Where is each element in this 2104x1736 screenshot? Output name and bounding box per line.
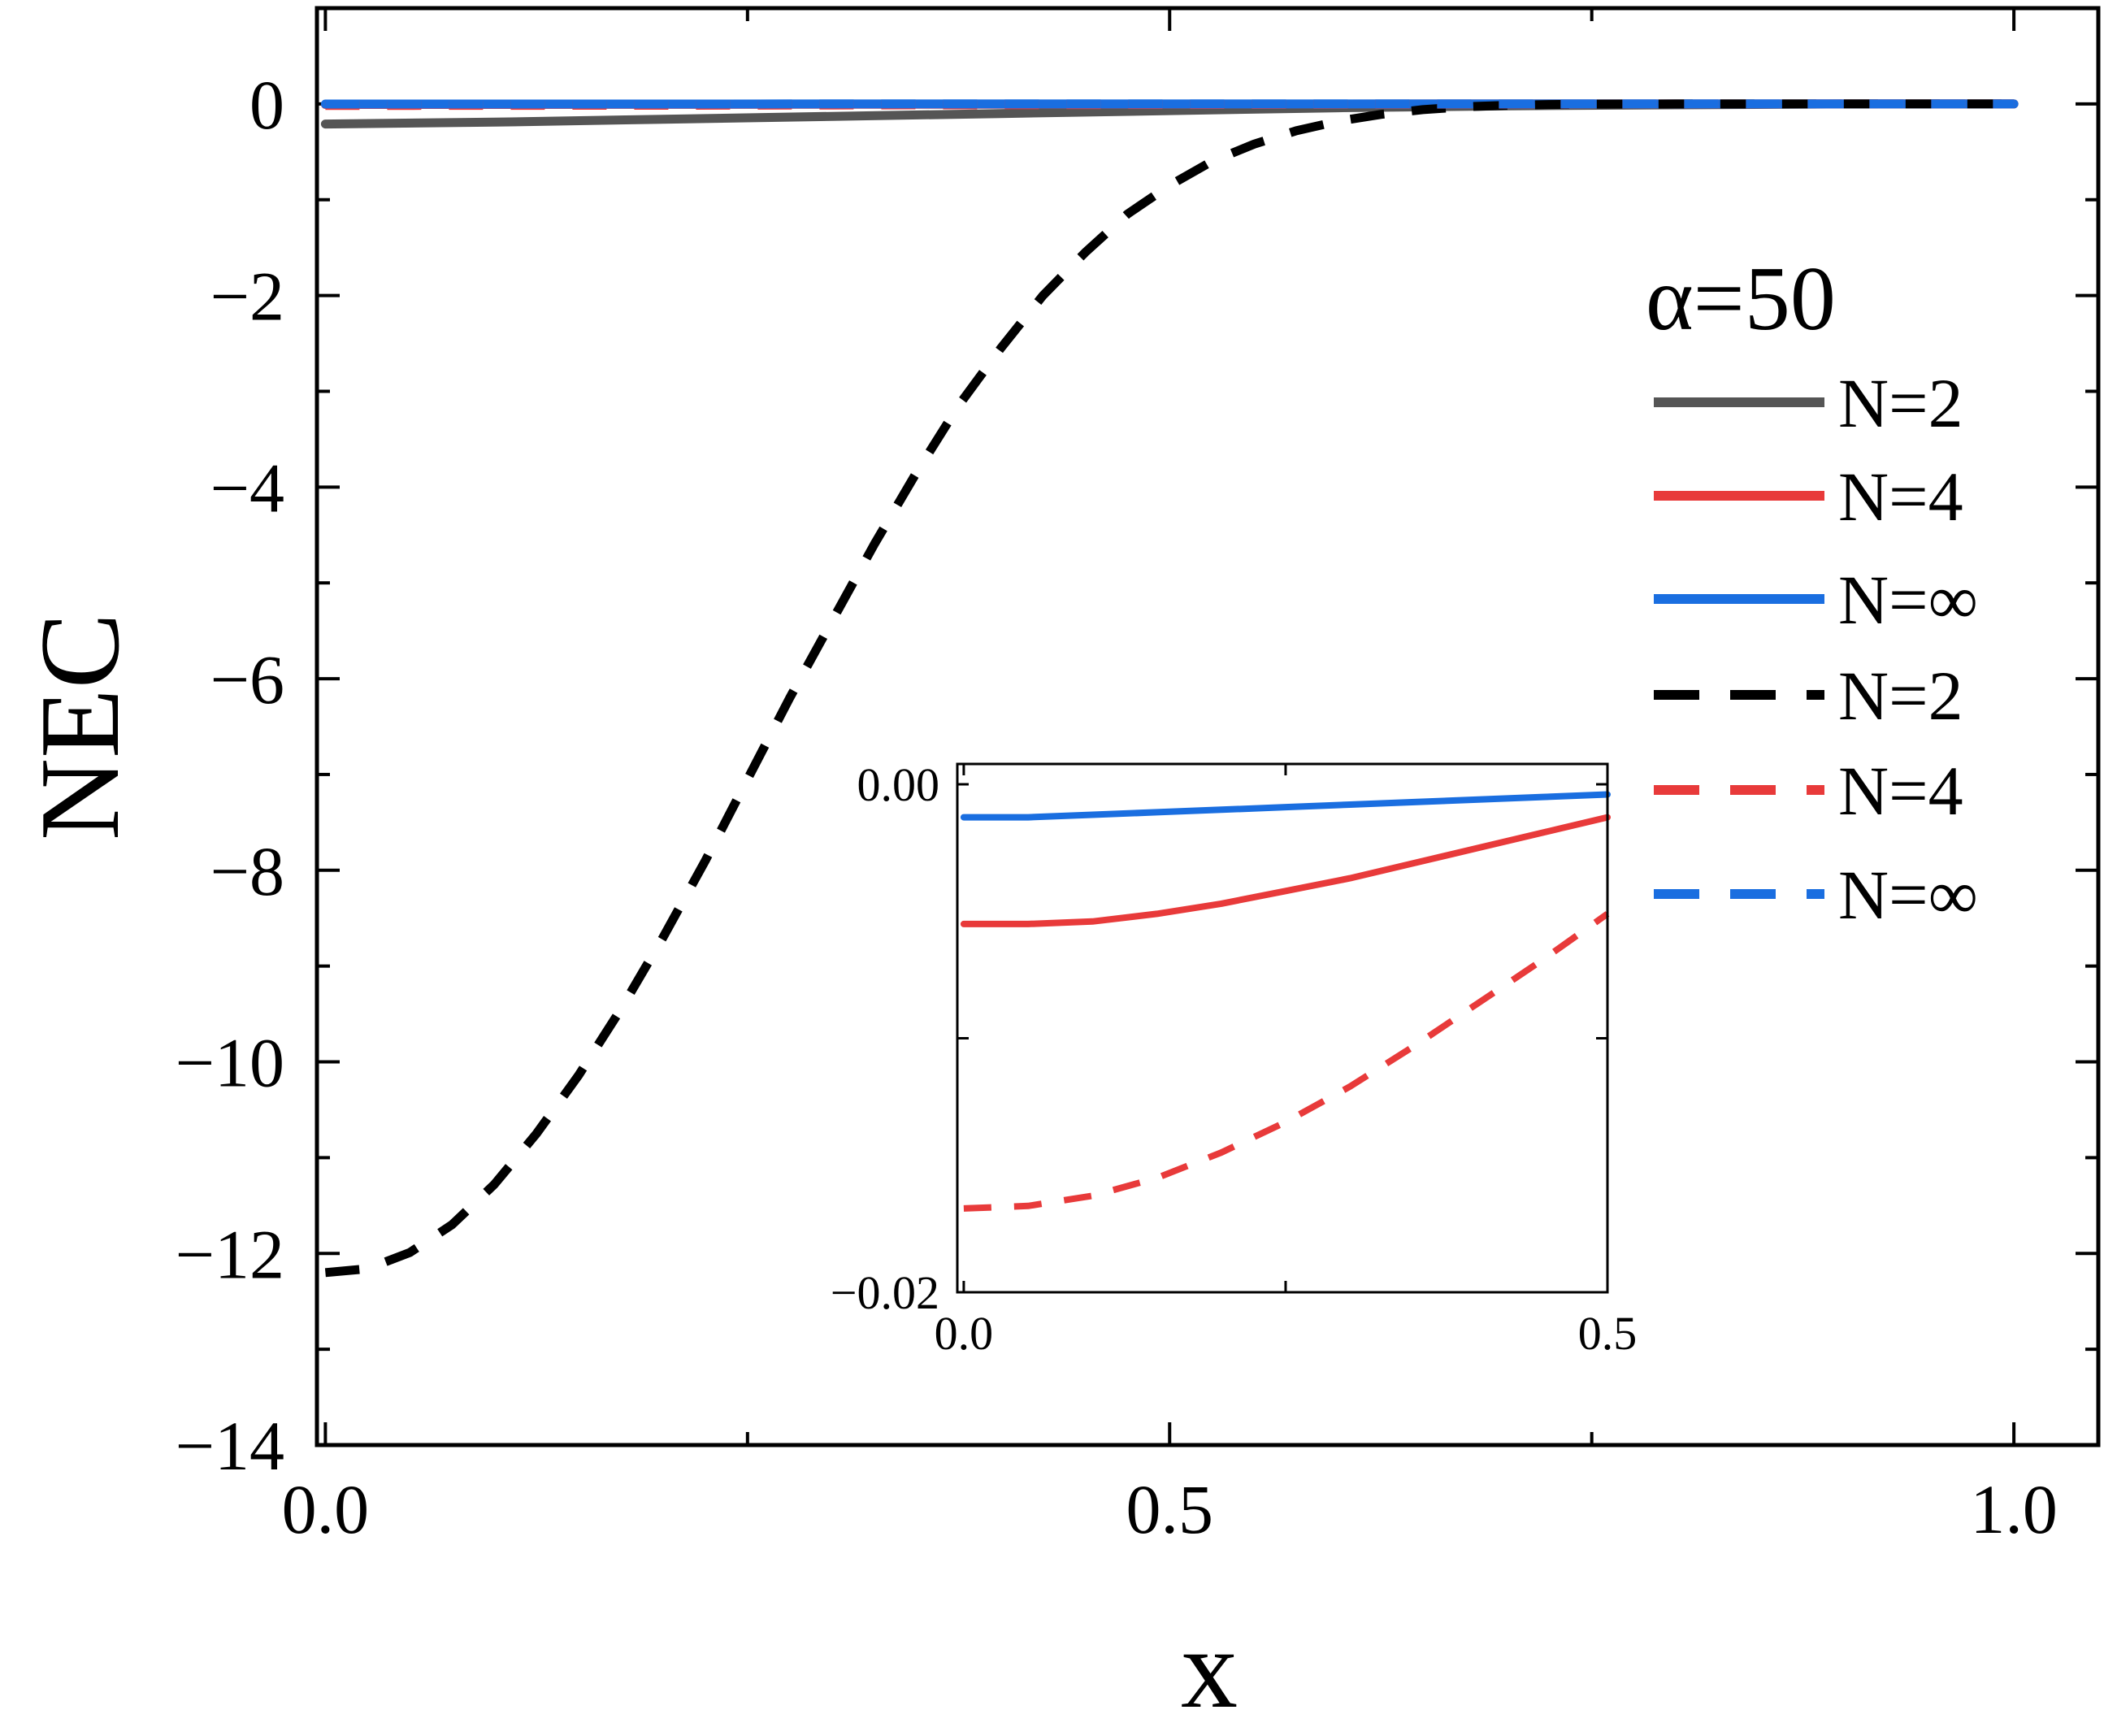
legend-entry: N=2 [1654, 657, 1963, 735]
y-tick-label: −8 [210, 832, 284, 910]
y-tick-label: −12 [175, 1215, 284, 1293]
inset-y-tick-label: 0.00 [857, 758, 940, 811]
y-tick-label: −14 [175, 1407, 284, 1485]
main-tick-labels: −14 −12 −10 −8 −6 −4 −2 0 0.0 0.5 1.0 [175, 66, 2057, 1548]
legend-title: α=50 [1646, 249, 1836, 349]
inset-y-tick-label: −0.02 [831, 1266, 939, 1319]
inset-tick-labels: −0.02 0.00 0.0 0.5 [831, 758, 1637, 1360]
y-tick-label: −2 [210, 258, 284, 336]
plot-frame [315, 6, 2101, 1447]
x-tick-label: 0.0 [282, 1470, 370, 1548]
legend-label: N=2 [1838, 364, 1963, 442]
y-tick-label: 0 [249, 66, 284, 144]
x-tick-label: 1.0 [1970, 1470, 2058, 1548]
legend-label: N=4 [1838, 458, 1963, 536]
x-axis-title: x [1181, 1606, 1238, 1732]
y-tick-label: −6 [210, 640, 284, 718]
main-series-lines [320, 99, 2019, 1278]
inset-x-tick-label: 0.0 [935, 1307, 994, 1360]
legend-label: N=4 [1838, 752, 1963, 830]
x-tick-label: 0.5 [1126, 1470, 1214, 1548]
inset-frame [956, 762, 1609, 1294]
legend-label: N=∞ [1838, 856, 1978, 934]
legend-label: N=∞ [1838, 561, 1978, 639]
legend-entry: N=∞ [1654, 561, 1978, 639]
series-line-4 [324, 99, 2015, 1278]
legend-label: N=2 [1838, 657, 1963, 735]
inset-series-line-2 [960, 814, 1611, 927]
legend-entry: N=4 [1654, 752, 1963, 830]
inset-background [957, 764, 1607, 1292]
y-tick-label: −10 [175, 1024, 284, 1102]
inset-series-line-1 [960, 791, 1611, 821]
legend-entry: N=2 [1654, 364, 1963, 442]
y-tick-label: −4 [210, 449, 284, 527]
legend-entry: N=∞ [1654, 856, 1978, 934]
y-axis-title: NEC [17, 613, 143, 840]
legend-entry: N=4 [1654, 458, 1963, 536]
inset-series-line-3 [963, 911, 1610, 1212]
inset-series-lines [960, 791, 1611, 1212]
inset-plot: −0.02 0.00 0.0 0.5 [831, 758, 1637, 1360]
legend: α=50 N=2 N=4 N=∞ N=2 N=4 N=∞ [1646, 249, 1978, 934]
inset-x-tick-label: 0.5 [1578, 1307, 1638, 1360]
main-axis-ticks [317, 8, 2098, 1447]
